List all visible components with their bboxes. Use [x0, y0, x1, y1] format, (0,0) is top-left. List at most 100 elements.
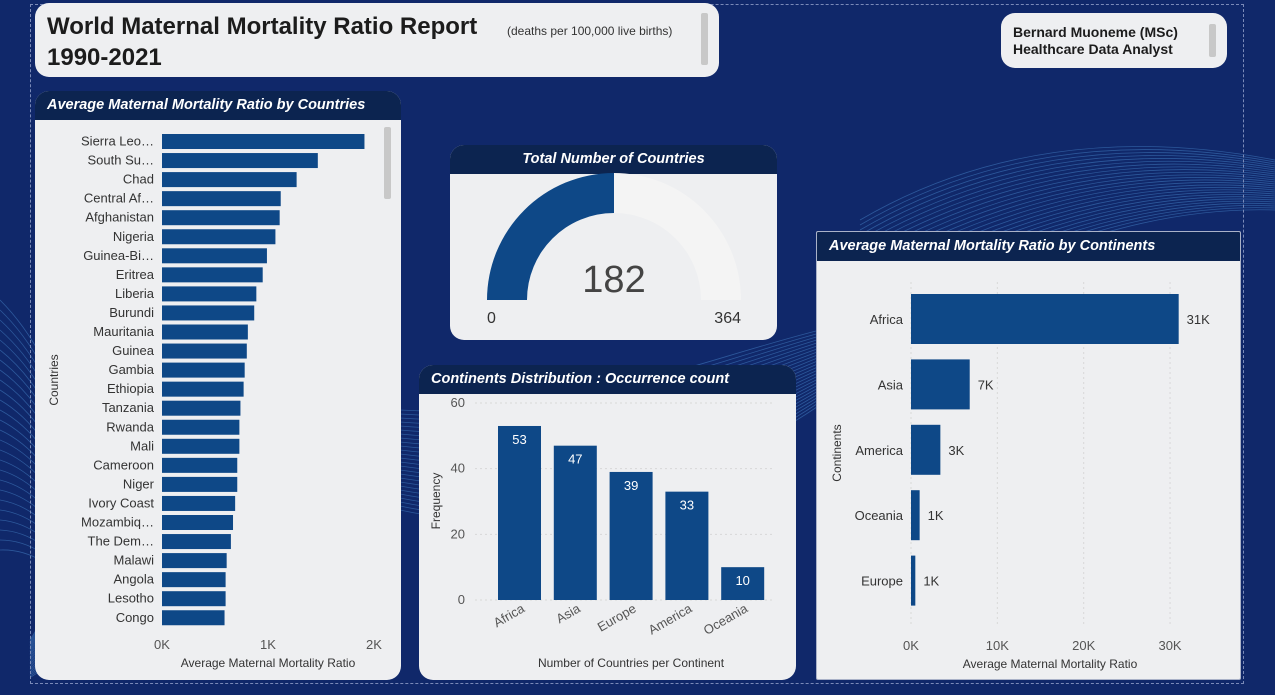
x-tick-label: Europe [595, 601, 639, 635]
country-label: Nigeria [113, 229, 155, 244]
country-label: Congo [116, 610, 154, 625]
continent-label: America [855, 443, 903, 458]
bar-data-label: 33 [680, 498, 694, 513]
country-label: Mozambiq… [81, 515, 154, 530]
x-tick-label: America [646, 600, 695, 637]
country-label: Rwanda [106, 419, 154, 434]
wave-line [859, 146, 1275, 221]
wave-line [859, 166, 1275, 256]
country-label: Afghanistan [85, 210, 154, 225]
bar-data-label: 1K [923, 574, 939, 589]
country-label: Lesotho [108, 591, 154, 606]
bar-data-label: 31K [1187, 312, 1210, 327]
distribution-bar [553, 445, 597, 600]
continent-label: Oceania [855, 508, 904, 523]
country-bar [162, 553, 227, 569]
wave-line [859, 152, 1275, 231]
x-tick-label: Oceania [701, 600, 751, 638]
y-axis-label: Frequency [429, 473, 443, 530]
x-tick-label: Africa [491, 600, 528, 630]
country-bar [162, 476, 238, 492]
continent-label: Europe [861, 574, 903, 589]
country-bar [162, 381, 244, 397]
title-scrollbar[interactable] [701, 13, 708, 65]
country-bar [162, 286, 257, 302]
country-bar [162, 400, 241, 416]
country-label: Angola [114, 572, 155, 587]
x-tick-label: 10K [986, 638, 1009, 653]
country-label: Cameroon [93, 457, 154, 472]
gauge-max-label: 364 [714, 310, 741, 327]
continent-bar [911, 359, 970, 410]
country-bar [162, 438, 240, 454]
country-bar [162, 248, 267, 264]
country-bar [162, 572, 226, 588]
country-bar [162, 229, 276, 245]
continent-bar [911, 294, 1179, 344]
country-bar [162, 534, 231, 550]
country-label: Liberia [115, 286, 155, 301]
country-label: Ivory Coast [88, 495, 154, 510]
country-label: Malawi [114, 553, 155, 568]
country-label: Ethiopia [107, 381, 155, 396]
gauge-min-label: 0 [487, 310, 496, 327]
distribution-bar [665, 491, 709, 600]
countries-chart-scrollbar[interactable] [384, 127, 391, 199]
country-bar [162, 515, 234, 530]
x-tick-label: 20K [1072, 638, 1095, 653]
countries-chart-card: Average Maternal Mortality Ratio by Coun… [35, 91, 401, 680]
country-bar [162, 267, 263, 283]
continent-bar [911, 490, 920, 541]
countries-chart-title: Average Maternal Mortality Ratio by Coun… [35, 91, 401, 120]
report-title-card: World Maternal Mortality Ratio Report (d… [35, 3, 719, 77]
x-tick-label: 0K [903, 638, 919, 653]
y-axis-label: Continents [830, 424, 844, 481]
wave-line [859, 163, 1275, 251]
country-label: Sierra Leo… [81, 134, 154, 149]
country-label: Gambia [108, 362, 154, 377]
continents-mmr-chart: 0K 10K 20K 30K Africa 31K Asia 7K America 3K Ocean… [830, 282, 1210, 671]
continent-label: Asia [878, 377, 904, 392]
bar-data-label: 53 [512, 432, 526, 447]
country-bar [162, 457, 238, 473]
country-bar [162, 362, 245, 378]
x-tick-label: 1K [260, 637, 276, 652]
gauge-remaining-arc [614, 173, 741, 300]
y-tick-label: 60 [451, 395, 465, 410]
country-label: The Dem… [88, 534, 154, 549]
y-axis-label: Countries [47, 354, 61, 405]
bar-data-label: 3K [948, 443, 964, 458]
countries-bar-chart: Sierra Leo… South Su… Chad Central Af… Afgha… [47, 134, 382, 671]
country-label: Burundi [109, 305, 154, 320]
country-bar [162, 172, 297, 188]
country-label: Tanzania [102, 400, 155, 415]
distribution-bar [609, 471, 653, 600]
country-bar [162, 343, 247, 359]
author-scrollbar[interactable] [1209, 24, 1216, 57]
continents-mmr-title: Average Maternal Mortality Ratio by Cont… [817, 232, 1240, 261]
distribution-bar [721, 567, 765, 600]
x-axis-label: Average Maternal Mortality Ratio [181, 656, 356, 670]
country-label: South Su… [88, 153, 155, 168]
wave-line [859, 160, 1275, 246]
country-bar [162, 324, 248, 340]
y-tick-label: 20 [451, 526, 465, 541]
x-axis-label: Average Maternal Mortality Ratio [963, 657, 1138, 671]
x-tick-label: Asia [553, 600, 583, 626]
country-label: Guinea-Bi… [83, 248, 154, 263]
country-label: Central Af… [84, 191, 154, 206]
x-tick-label: 30K [1158, 638, 1181, 653]
gauge-value-arc [487, 173, 614, 300]
country-label: Chad [123, 172, 154, 187]
wave-line [859, 155, 1275, 236]
author-name: Bernard Muoneme (MSc) [1013, 24, 1178, 40]
wave-line [859, 158, 1275, 241]
total-countries-card: Total Number of Countries 182 0 364 [450, 145, 777, 340]
country-bar [162, 191, 281, 207]
country-label: Mauritania [93, 324, 154, 339]
country-label: Eritrea [116, 267, 155, 282]
author-card: Bernard Muoneme (MSc) Healthcare Data An… [1001, 13, 1227, 68]
country-bar [162, 134, 365, 149]
distribution-bar [498, 425, 541, 600]
continents-distribution-chart: 0 20 40 60 53 Africa 47 Asia 39 Europe 33 America 10… [429, 395, 775, 670]
